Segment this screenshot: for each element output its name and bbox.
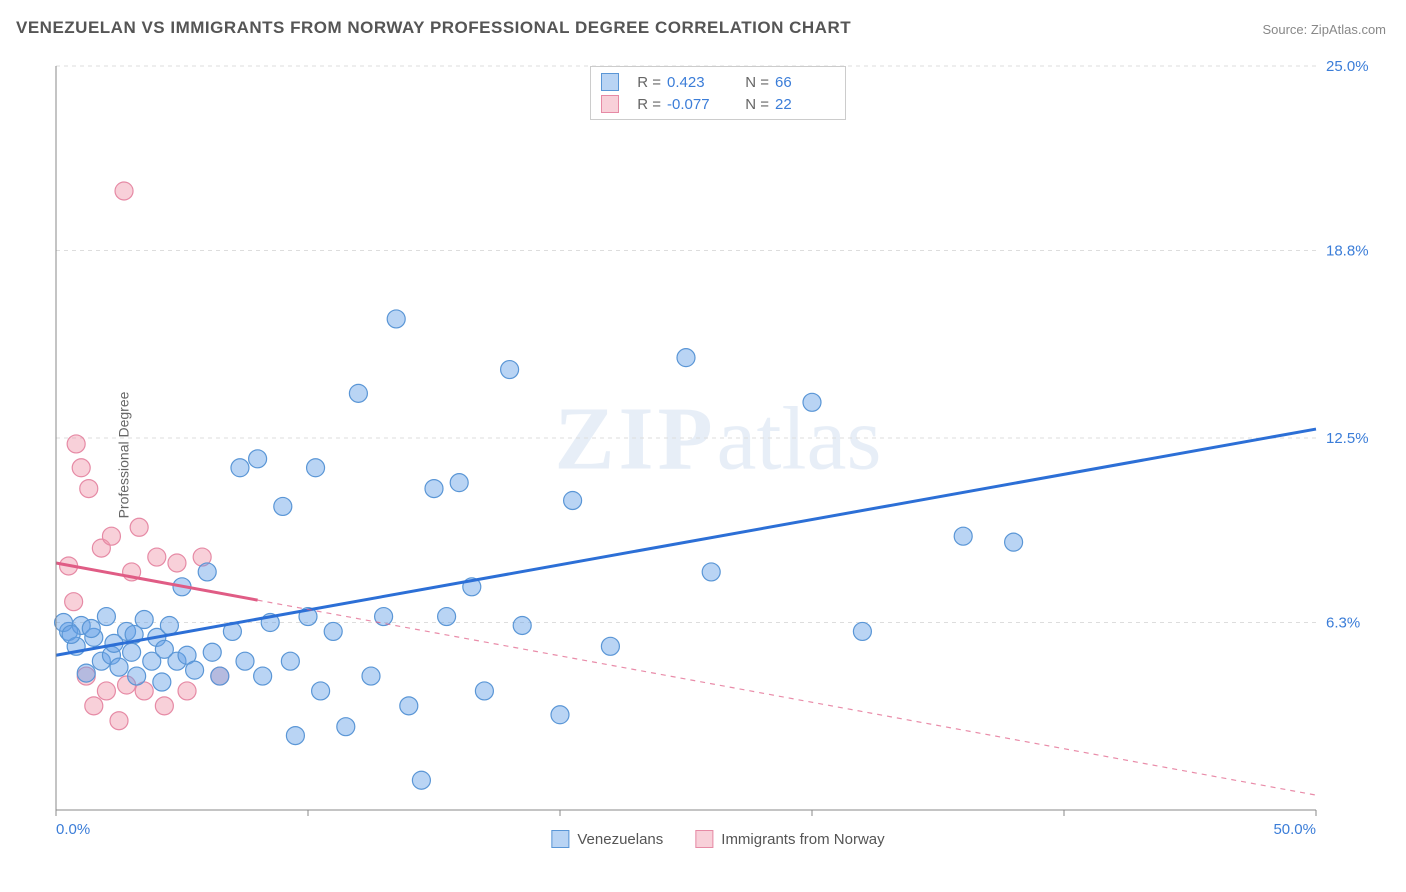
svg-text:50.0%: 50.0% <box>1273 821 1316 838</box>
legend-label: Immigrants from Norway <box>721 831 884 848</box>
chart-title: VENEZUELAN VS IMMIGRANTS FROM NORWAY PRO… <box>16 18 851 38</box>
series-legend: Venezuelans Immigrants from Norway <box>551 830 884 848</box>
scatter-chart: 6.3% 12.5% 18.8% 25.0% 0.0% 50.0% <box>50 60 1386 850</box>
legend-swatch <box>601 73 619 91</box>
svg-text:25.0%: 25.0% <box>1326 60 1369 75</box>
r-value: 0.423 <box>667 74 727 91</box>
r-label: R = <box>625 96 661 113</box>
legend-item: Venezuelans <box>551 830 663 848</box>
n-value: 66 <box>775 74 835 91</box>
legend-swatch <box>695 830 713 848</box>
legend-label: Venezuelans <box>577 831 663 848</box>
n-label: N = <box>733 74 769 91</box>
svg-text:6.3%: 6.3% <box>1326 615 1360 632</box>
legend-row: R = -0.077 N = 22 <box>601 93 835 115</box>
r-label: R = <box>625 74 661 91</box>
source-label: Source: ZipAtlas.com <box>1262 22 1386 37</box>
chart-container: VENEZUELAN VS IMMIGRANTS FROM NORWAY PRO… <box>0 0 1406 892</box>
r-value: -0.077 <box>667 96 727 113</box>
n-label: N = <box>733 96 769 113</box>
legend-item: Immigrants from Norway <box>695 830 884 848</box>
legend-swatch <box>551 830 569 848</box>
plot-area: Professional Degree ZIPatlas 6.3%12.5%18… <box>50 60 1386 850</box>
legend-row: R = 0.423 N = 66 <box>601 71 835 93</box>
n-value: 22 <box>775 96 835 113</box>
legend-swatch <box>601 95 619 113</box>
svg-text:0.0%: 0.0% <box>56 821 90 838</box>
correlation-legend: R = 0.423 N = 66 R = -0.077 N = 22 <box>590 66 846 120</box>
svg-text:18.8%: 18.8% <box>1326 243 1369 260</box>
svg-text:12.5%: 12.5% <box>1326 430 1369 447</box>
